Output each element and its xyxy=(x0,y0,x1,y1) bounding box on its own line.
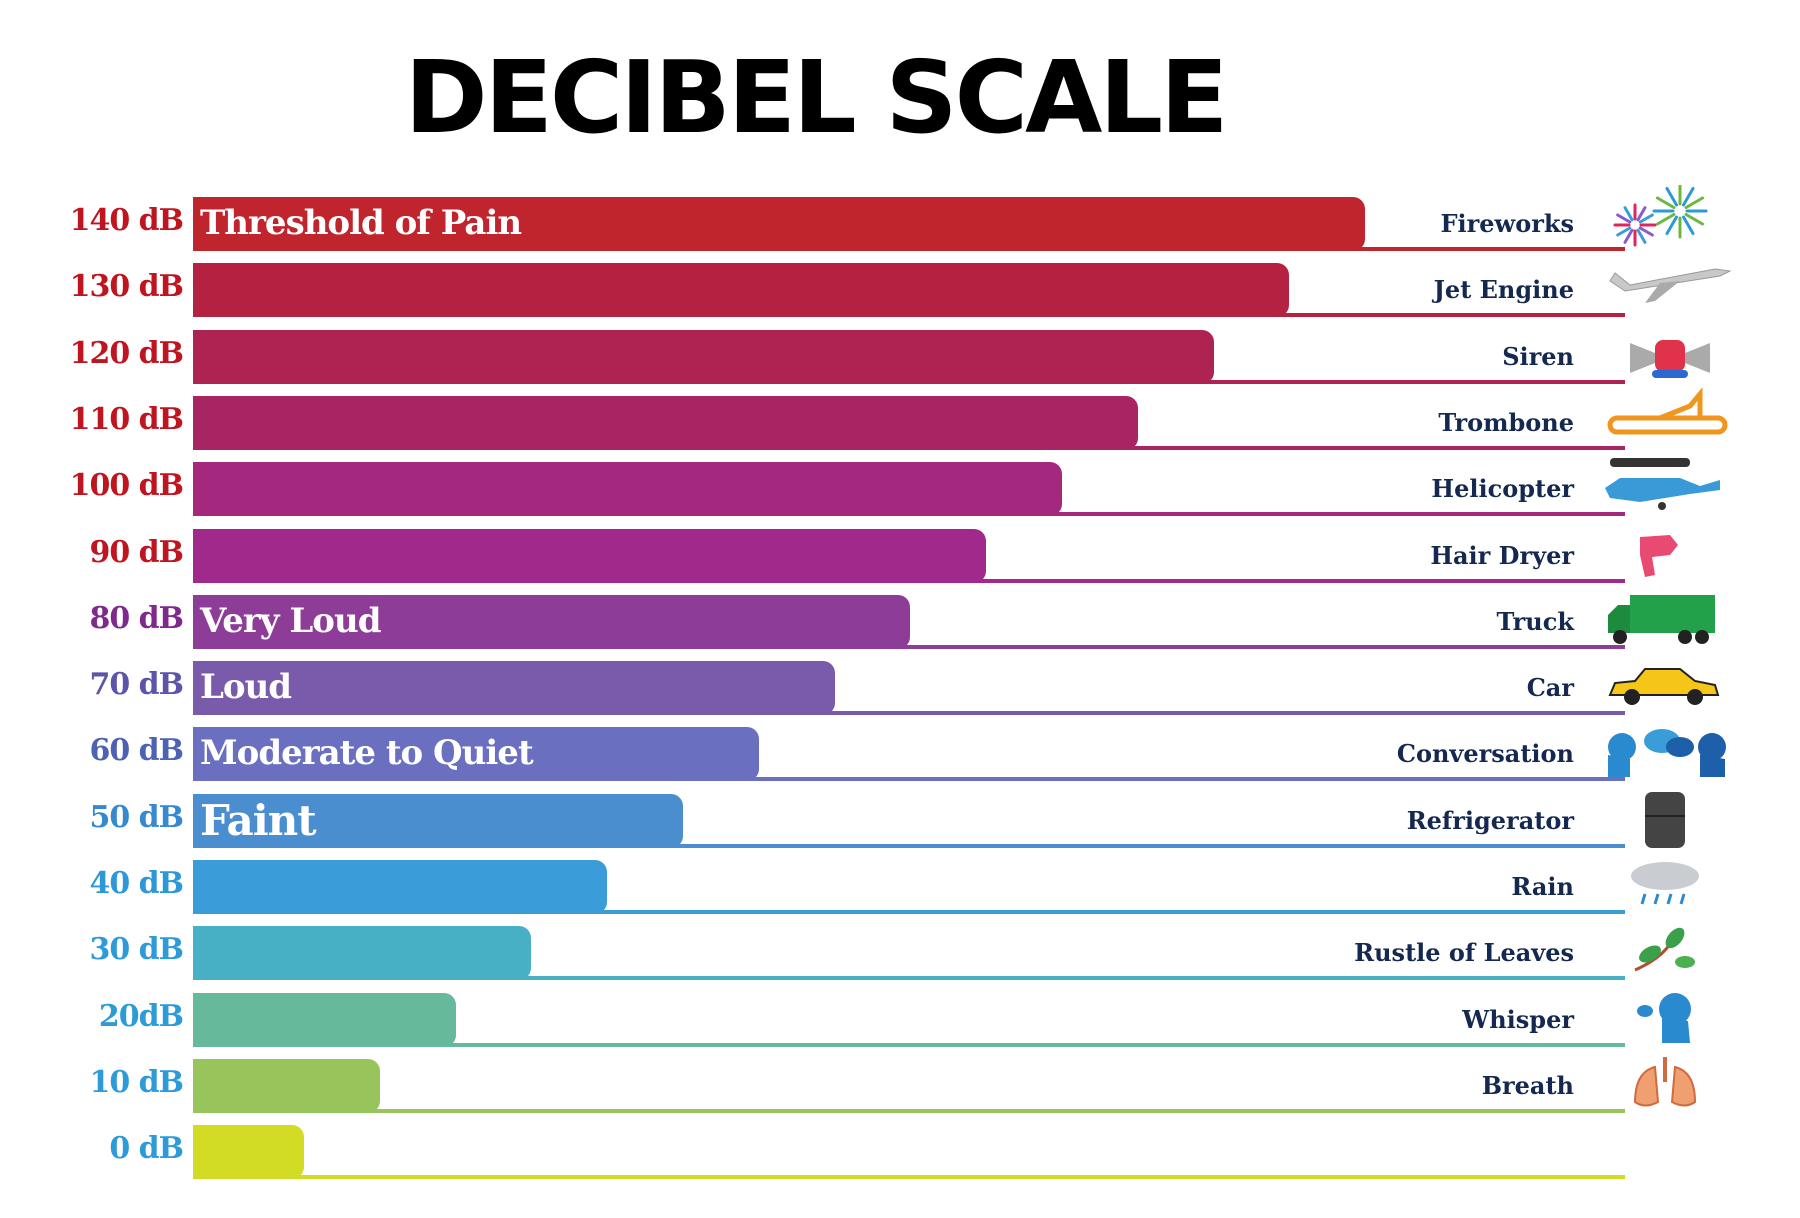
source-label: Trombone xyxy=(1438,407,1574,437)
bar xyxy=(193,860,608,914)
car-icon xyxy=(1608,668,1720,706)
bar-row: 0 dB xyxy=(0,1125,1800,1191)
bar xyxy=(193,263,1290,318)
trombone-icon xyxy=(1607,386,1728,435)
baseline-line xyxy=(193,711,1625,716)
conversation-icon xyxy=(1608,729,1726,778)
hair-dryer-icon xyxy=(1640,534,1678,577)
bar-row: 110 dB Trombone xyxy=(0,386,1800,462)
bar xyxy=(193,197,1366,251)
category-label: Faint xyxy=(200,795,317,845)
rain-cloud-icon xyxy=(1631,862,1699,905)
db-label: 30 dB xyxy=(89,932,184,968)
chart-title: DECIBEL SCALE xyxy=(404,39,1229,156)
whisper-icon xyxy=(1637,992,1691,1043)
source-label: Truck xyxy=(1496,606,1574,636)
baseline-line xyxy=(193,1175,1625,1180)
source-label: Breath xyxy=(1481,1070,1574,1100)
bar xyxy=(193,727,759,782)
bar-row: 100 dB Helicopter xyxy=(0,458,1800,528)
bar xyxy=(193,594,911,649)
bar xyxy=(193,793,683,848)
bar-row: 40 dB Rain xyxy=(0,860,1800,926)
bar-row: 20dB Whisper xyxy=(0,992,1800,1059)
source-label: Refrigerator xyxy=(1406,805,1574,835)
bar xyxy=(193,926,532,981)
bar-row: 80 dB Very Loud Truck xyxy=(0,594,1800,661)
source-label: Helicopter xyxy=(1431,474,1574,504)
bar xyxy=(193,1125,304,1180)
db-label: 0 dB xyxy=(109,1131,184,1167)
siren-icon xyxy=(1630,339,1710,378)
bar-row: 30 dB Rustle of Leaves xyxy=(0,926,1800,992)
source-label: Fireworks xyxy=(1440,209,1574,238)
bar xyxy=(193,1058,380,1113)
baseline-line xyxy=(193,1042,1625,1047)
baseline-line xyxy=(193,843,1625,848)
bar xyxy=(193,395,1138,450)
bar-row: 50 dB Faint Refrigerator xyxy=(0,791,1800,860)
bar-row: 140 dB Threshold of Pain Fireworks xyxy=(0,185,1800,263)
bar-row: 120 dB Siren xyxy=(0,329,1800,396)
baseline-line xyxy=(193,910,1625,914)
db-label: 90 dB xyxy=(89,534,184,570)
fireworks-icon xyxy=(1613,185,1708,247)
bar xyxy=(193,528,987,583)
db-label: 20dB xyxy=(98,998,184,1034)
leaves-icon xyxy=(1634,928,1695,972)
truck-icon xyxy=(1608,594,1715,644)
bar xyxy=(193,992,456,1047)
db-label: 100 dB xyxy=(69,468,184,504)
source-label: Hair Dryer xyxy=(1430,540,1574,570)
db-label: 80 dB xyxy=(89,600,184,636)
source-label: Car xyxy=(1526,673,1574,703)
category-label: Threshold of Pain xyxy=(200,203,522,243)
db-label: 110 dB xyxy=(69,401,184,437)
bar-row: 60 dB Moderate to Quiet Conversation xyxy=(0,727,1800,793)
db-label: 50 dB xyxy=(89,799,184,835)
category-label: Loud xyxy=(200,667,292,708)
source-label: Rain xyxy=(1511,872,1574,901)
bar-row: 90 dB Hair Dryer xyxy=(0,528,1800,595)
bar-row: 70 dB Loud Car xyxy=(0,661,1800,727)
db-label: 120 dB xyxy=(69,335,184,371)
db-label: 130 dB xyxy=(69,269,184,305)
category-label: Very Loud xyxy=(200,600,381,641)
lungs-icon xyxy=(1633,1056,1697,1107)
baseline-line xyxy=(193,777,1625,782)
bar-row: 10 dB Breath xyxy=(0,1056,1800,1125)
helicopter-icon xyxy=(1605,458,1720,511)
baseline-line xyxy=(193,1108,1625,1113)
source-label: Whisper xyxy=(1462,1004,1574,1034)
db-label: 40 dB xyxy=(89,866,184,901)
db-label: 70 dB xyxy=(89,667,184,703)
bar xyxy=(193,462,1062,517)
source-label: Jet Engine xyxy=(1433,275,1574,305)
bar xyxy=(193,661,835,716)
airplane-icon xyxy=(1609,268,1732,304)
db-label: 60 dB xyxy=(89,733,184,769)
bar xyxy=(193,329,1214,384)
baseline-line xyxy=(193,976,1625,981)
source-label: Rustle of Leaves xyxy=(1354,938,1574,968)
refrigerator-icon xyxy=(1645,791,1685,848)
source-label: Conversation xyxy=(1396,739,1574,769)
category-label: Moderate to Quiet xyxy=(200,733,534,774)
db-label: 10 dB xyxy=(89,1064,184,1100)
baseline-line xyxy=(193,644,1625,649)
bar-row: 130 dB Jet Engine xyxy=(0,263,1800,329)
db-label: 140 dB xyxy=(69,203,184,238)
source-label: Siren xyxy=(1502,341,1574,371)
